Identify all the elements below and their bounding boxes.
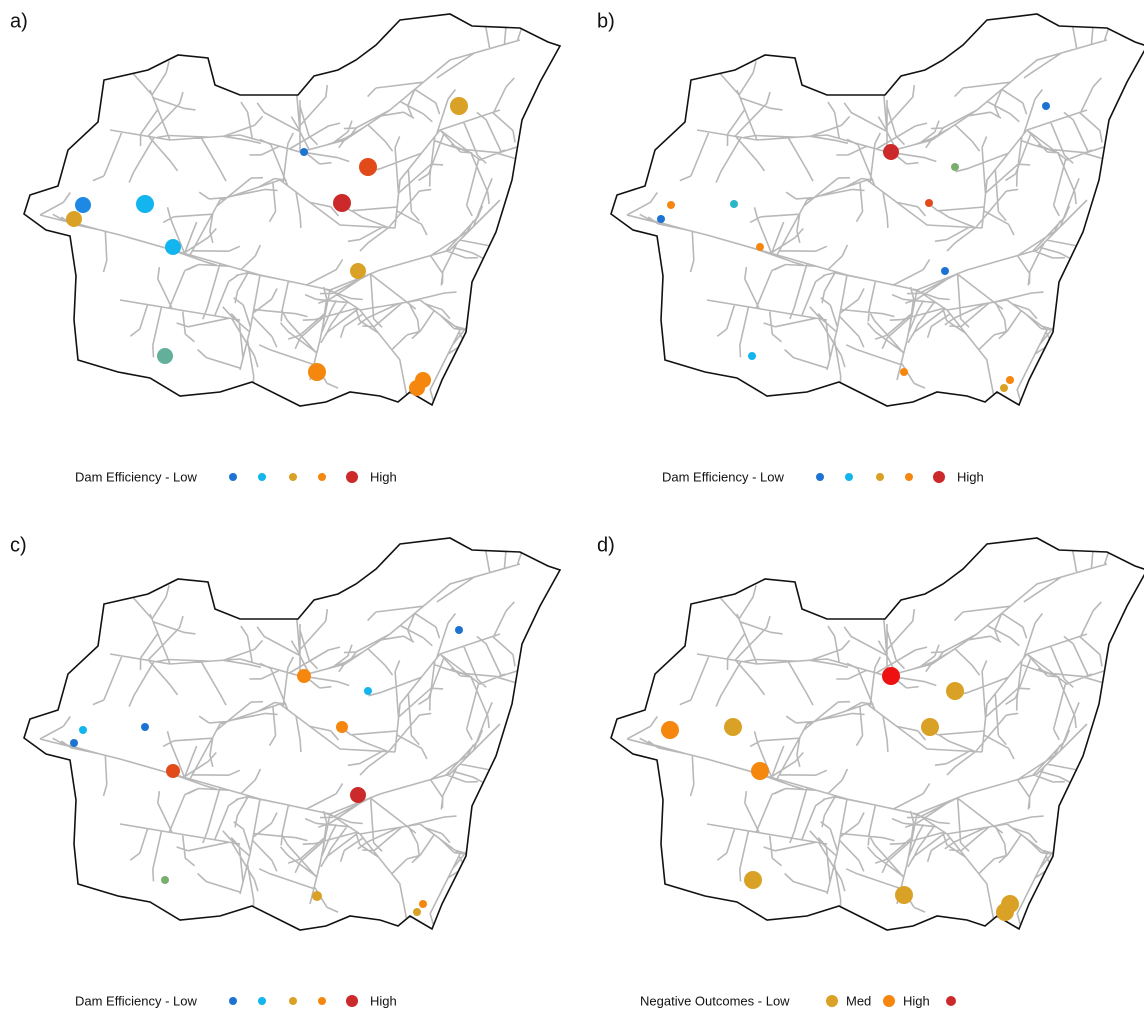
dam-point (333, 194, 351, 212)
legend-dot (826, 995, 838, 1007)
dam-point (79, 726, 87, 734)
dam-point (921, 718, 939, 736)
dam-point (941, 267, 949, 275)
dam-point (336, 721, 348, 733)
dam-point (450, 97, 468, 115)
legend-text: High (370, 469, 397, 484)
dam-point (161, 876, 169, 884)
legend-dot (318, 997, 326, 1005)
legend-dot (816, 473, 824, 481)
dam-point (75, 197, 91, 213)
dam-point (359, 158, 377, 176)
legend-text: Dam Efficiency - Low (75, 469, 197, 484)
dam-point (748, 352, 756, 360)
dam-point (166, 764, 180, 778)
legend-text: Dam Efficiency - Low (75, 993, 197, 1008)
dam-point (661, 721, 679, 739)
dam-point (730, 200, 738, 208)
dam-point (350, 787, 366, 803)
dam-point (141, 723, 149, 731)
legend-dot (258, 997, 266, 1005)
legend-dot (346, 471, 358, 483)
map-panel: a) Dam Efficiency - Low High (10, 0, 560, 484)
legend-dot (876, 473, 884, 481)
dam-point (996, 903, 1014, 921)
map-panel: b) Dam Efficiency - Low High (597, 0, 1144, 484)
dam-point (165, 239, 181, 255)
dam-point (297, 669, 311, 683)
dam-point (951, 163, 959, 171)
dam-point (895, 886, 913, 904)
dam-point (925, 199, 933, 207)
dam-point (882, 667, 900, 685)
legend-dot (258, 473, 266, 481)
legend-dot (289, 473, 297, 481)
legend-text: Negative Outcomes - Low (640, 993, 790, 1008)
dam-point (1000, 384, 1008, 392)
dam-point (350, 263, 366, 279)
dam-point (756, 243, 764, 251)
basin-map (611, 518, 1144, 961)
dam-point (744, 871, 762, 889)
legend-dot (229, 997, 237, 1005)
legend-text: High (957, 469, 984, 484)
legend-dot (905, 473, 913, 481)
dam-point (1042, 102, 1050, 110)
dam-point (883, 144, 899, 160)
dam-point (413, 908, 421, 916)
dam-point (136, 195, 154, 213)
panel-label: d) (597, 534, 615, 556)
dam-point (409, 380, 425, 396)
panel-label: a) (10, 10, 28, 32)
basin-map (24, 518, 560, 961)
dam-point (419, 900, 427, 908)
legend-text: High (370, 993, 397, 1008)
dam-point (308, 363, 326, 381)
legend-dot (229, 473, 237, 481)
dam-point (751, 762, 769, 780)
map-panel: d) Negative Outcomes - Low Med High (597, 518, 1144, 1008)
dam-point (946, 682, 964, 700)
dam-point (66, 211, 82, 227)
dam-point (70, 739, 78, 747)
legend-dot (946, 996, 956, 1006)
panel-label: b) (597, 10, 615, 32)
legend-dot (933, 471, 945, 483)
legend-dot (845, 473, 853, 481)
dam-point (300, 148, 308, 156)
basin-map (24, 0, 560, 437)
dam-point (724, 718, 742, 736)
dam-point (900, 368, 908, 376)
legend-dot (289, 997, 297, 1005)
dam-point (157, 348, 173, 364)
legend-text: Dam Efficiency - Low (662, 469, 784, 484)
legend-dot (346, 995, 358, 1007)
dam-point (667, 201, 675, 209)
legend-dot (318, 473, 326, 481)
basin-map (611, 0, 1144, 437)
dam-point (1006, 376, 1014, 384)
legend-text: Med (846, 993, 871, 1008)
legend-text: High (903, 993, 930, 1008)
dam-point (364, 687, 372, 695)
dam-point (312, 891, 322, 901)
panel-label: c) (10, 534, 27, 556)
legend-dot (883, 995, 895, 1007)
dam-point (657, 215, 665, 223)
dam-point (455, 626, 463, 634)
map-panel: c) Dam Efficiency - Low High (10, 518, 560, 1008)
